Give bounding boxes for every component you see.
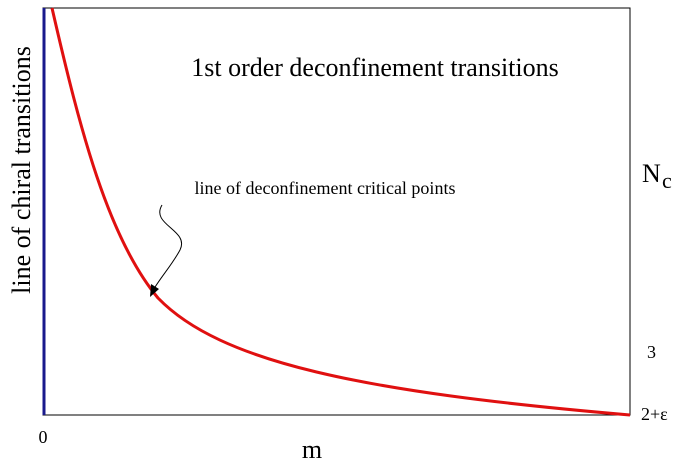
n-symbol: N — [642, 159, 661, 188]
tick-upper: 3 — [647, 342, 656, 362]
origin-label: 0 — [39, 427, 48, 447]
title: 1st order deconfinement transitions — [191, 53, 559, 82]
n-subscript: c — [662, 168, 672, 193]
curve-label: line of deconfinement critical points — [195, 178, 456, 198]
critical-curve — [50, 7, 631, 417]
arrow-head — [150, 284, 159, 297]
left-label: line of chiral transitions — [7, 46, 36, 294]
x-label: m — [302, 435, 322, 463]
tick-lower: 2+ε — [641, 404, 668, 424]
arrow — [151, 204, 183, 293]
